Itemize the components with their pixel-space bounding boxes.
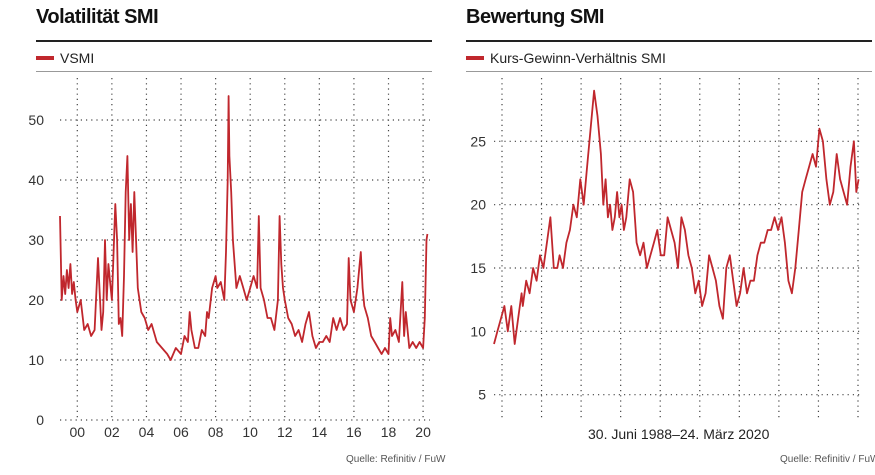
ytick-label: 10 [28, 352, 44, 368]
ytick-label: 20 [470, 197, 486, 213]
ytick-label: 5 [478, 387, 486, 403]
ytick-label: 30 [28, 232, 44, 248]
xtick-label: 14 [312, 424, 328, 440]
ytick-label: 0 [36, 412, 44, 428]
legend-label: Kurs-Gewinn-Verhältnis SMI [490, 50, 666, 66]
chart-title: Bewertung SMI [466, 6, 604, 28]
date-range-label: 30. Juni 1988–24. März 2020 [588, 426, 770, 442]
series-line-kurs-gewinn-verh-ltnis-smi [493, 89, 860, 345]
xtick-label: 02 [104, 424, 120, 440]
xtick-label: 06 [173, 424, 189, 440]
xtick-label: 16 [346, 424, 362, 440]
xtick-label: 00 [70, 424, 86, 440]
legend-rule [466, 71, 872, 72]
legend: Kurs-Gewinn-Verhältnis SMI [466, 50, 666, 66]
ytick-label: 10 [470, 323, 486, 339]
ytick-label: 20 [28, 292, 44, 308]
legend: VSMI [36, 50, 94, 66]
title-rule [36, 40, 432, 42]
xtick-label: 04 [139, 424, 155, 440]
legend-label: VSMI [60, 50, 95, 66]
ytick-label: 40 [28, 172, 44, 188]
ytick-label: 50 [28, 112, 44, 128]
series-line-vsmi [59, 95, 429, 361]
chart-title: Volatilität SMI [36, 6, 159, 28]
legend-swatch [466, 56, 484, 61]
legend-swatch [36, 56, 54, 61]
xtick-label: 10 [242, 424, 258, 440]
xtick-label: 12 [277, 424, 293, 440]
xtick-label: 08 [208, 424, 224, 440]
legend-rule [36, 71, 432, 72]
ytick-label: 15 [470, 260, 486, 276]
source-note: Quelle: Refinitiv / FuW [780, 454, 875, 465]
title-rule [466, 40, 872, 42]
xtick-label: 20 [415, 424, 431, 440]
source-note: Quelle: Refinitiv / FuW [346, 454, 446, 465]
ytick-label: 25 [470, 133, 486, 149]
xtick-label: 18 [381, 424, 397, 440]
